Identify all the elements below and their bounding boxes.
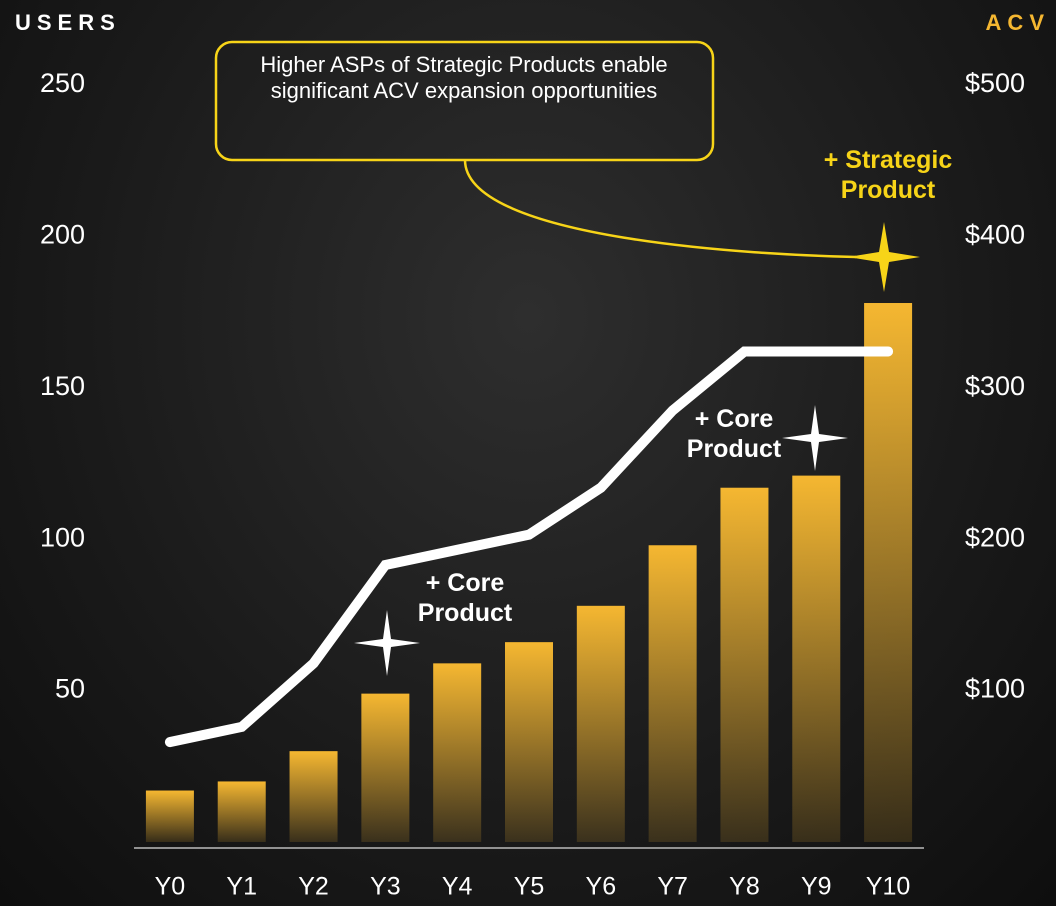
- bar: [648, 545, 697, 842]
- y2-tick-label: $500: [965, 68, 1025, 98]
- core-star: [782, 405, 848, 471]
- core-star: [354, 610, 420, 676]
- bar: [576, 605, 625, 842]
- y-tick-label: 50: [55, 674, 85, 704]
- y-tick-label: 100: [40, 522, 85, 552]
- strategic-star: [848, 222, 920, 292]
- annotation: + Core Product: [686, 405, 782, 463]
- x-tick-label: Y8: [729, 873, 760, 901]
- bar: [720, 487, 769, 842]
- x-tick-label: Y9: [801, 873, 832, 901]
- x-tick-label: Y1: [226, 873, 257, 901]
- line: [164, 346, 894, 748]
- x-tick-label: Y7: [657, 873, 688, 901]
- x-tick-label: Y6: [586, 873, 617, 901]
- y2-axis-title: ACV: [986, 10, 1050, 35]
- x-tick-label: Y5: [514, 873, 545, 901]
- x-tick-label: Y10: [866, 873, 910, 901]
- annotation: + Core Product: [417, 569, 513, 627]
- bar: [289, 751, 338, 842]
- x-tick-label: Y2: [298, 873, 329, 901]
- bar: [792, 475, 841, 842]
- bar: [145, 790, 194, 842]
- y-tick-label: 200: [40, 220, 85, 250]
- callout-connector: [463, 159, 857, 259]
- bar: [864, 303, 913, 842]
- y-tick-label: 150: [40, 371, 85, 401]
- y2-tick-label: $100: [965, 674, 1025, 704]
- y2-tick-label: $300: [965, 371, 1025, 401]
- callout-text: Higher ASPs of Strategic Products enable…: [260, 52, 668, 104]
- y-axis-title: USERS: [15, 10, 121, 35]
- bar: [505, 642, 553, 842]
- bar: [361, 693, 410, 842]
- x-tick-label: Y3: [370, 873, 401, 901]
- x-tick-label: Y4: [442, 873, 473, 901]
- annotation: + Strategic Product: [823, 146, 953, 204]
- bar: [433, 663, 482, 842]
- y2-tick-label: $400: [965, 220, 1025, 250]
- x-tick-label: Y0: [155, 873, 186, 901]
- y2-tick-label: $200: [965, 522, 1025, 552]
- y-tick-label: 250: [40, 68, 85, 98]
- bar: [217, 781, 266, 842]
